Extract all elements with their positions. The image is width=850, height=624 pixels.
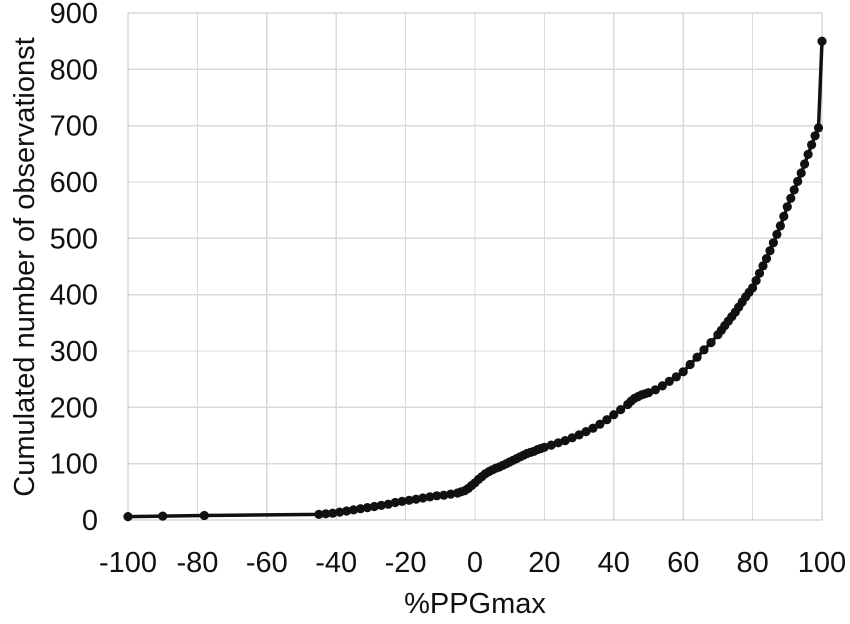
data-point (643, 388, 654, 398)
data-point (321, 509, 331, 519)
y-tick-label: 700 (50, 111, 98, 143)
x-tick-label: 60 (667, 547, 699, 579)
x-tick-label: 20 (528, 547, 560, 579)
y-tick-label: 200 (50, 392, 98, 424)
data-point (754, 268, 765, 278)
data-point (650, 385, 661, 395)
data-point (602, 415, 612, 425)
data-point (678, 367, 688, 377)
data-point (692, 352, 702, 362)
y-tick-label: 300 (50, 336, 98, 368)
data-point (123, 511, 133, 522)
data-point (796, 168, 806, 178)
data-point (761, 254, 772, 264)
data-point (328, 508, 338, 518)
data-point (349, 505, 359, 515)
data-point (567, 433, 577, 443)
data-point (432, 491, 442, 501)
x-tick-label: -40 (315, 547, 357, 579)
data-point (706, 338, 716, 348)
y-tick-label: 800 (50, 54, 98, 86)
data-point (439, 490, 449, 500)
plot-border (127, 12, 823, 521)
y-tick-label: 0 (82, 505, 98, 537)
y-tick-label: 900 (50, 0, 98, 30)
y-axis-title: Cumulated number of observationst (9, 37, 41, 497)
data-point (355, 504, 366, 514)
y-tick-label: 500 (50, 223, 98, 255)
data-point (779, 211, 789, 221)
data-point (609, 410, 619, 420)
data-point (657, 381, 668, 391)
data-point (390, 497, 400, 508)
data-point (772, 229, 782, 239)
x-tick-label: 0 (467, 547, 483, 579)
y-tick-label: 600 (50, 167, 98, 199)
data-point (404, 495, 414, 505)
data-point (158, 511, 168, 521)
y-tick-label: 100 (50, 449, 98, 481)
data-point (775, 221, 786, 231)
data-point (768, 238, 779, 248)
x-tick-label: 100 (798, 547, 846, 579)
data-point (369, 501, 379, 512)
data-point (376, 500, 386, 510)
data-point (664, 376, 674, 386)
data-point (595, 419, 605, 429)
x-tick-label: -80 (176, 547, 218, 579)
y-tick-label: 400 (50, 280, 98, 312)
data-point (765, 246, 775, 256)
data-point (800, 159, 810, 169)
data-point (553, 438, 563, 448)
data-point (199, 510, 209, 521)
data-point (616, 405, 626, 415)
data-point (803, 149, 813, 159)
data-point (813, 123, 824, 133)
data-point (560, 436, 570, 446)
x-axis-title: %PPGmax (404, 588, 546, 620)
data-point (782, 202, 792, 212)
x-tick-label: 80 (736, 547, 768, 579)
data-point (748, 283, 758, 293)
data-point (546, 440, 556, 450)
data-point (758, 261, 768, 271)
data-point (751, 276, 761, 286)
data-point (411, 494, 421, 504)
x-tick-label: -60 (246, 547, 288, 579)
data-point (362, 503, 372, 513)
data-point (335, 507, 345, 517)
data-point (418, 493, 428, 503)
data-point (817, 36, 827, 46)
data-point (793, 176, 803, 186)
data-point (699, 345, 709, 355)
data-point (574, 430, 584, 440)
data-point (786, 193, 796, 203)
data-point (807, 140, 817, 150)
x-tick-label: -20 (385, 547, 427, 579)
data-point (425, 492, 435, 502)
data-point (446, 489, 456, 499)
data-point (342, 506, 352, 516)
x-tick-label: -100 (99, 547, 157, 579)
x-tick-label: 40 (598, 547, 630, 579)
data-point (539, 442, 550, 452)
data-point (383, 499, 393, 509)
data-point (685, 359, 695, 370)
data-point (789, 185, 799, 195)
data-point (671, 372, 681, 382)
data-point (314, 509, 324, 519)
data-point (581, 427, 591, 437)
data-point (588, 423, 598, 433)
data-point (397, 496, 407, 506)
data-point (810, 131, 820, 141)
